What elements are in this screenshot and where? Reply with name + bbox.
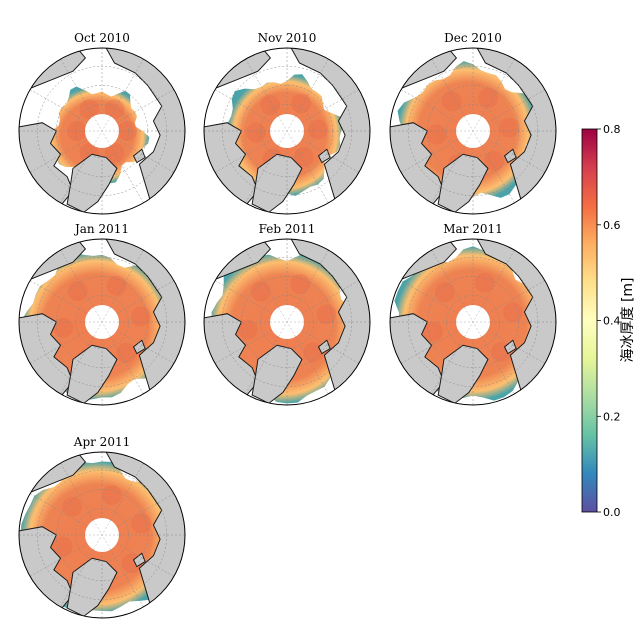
land-mass: [66, 153, 118, 213]
land-mass: [437, 153, 489, 213]
land-mass: [503, 148, 517, 164]
colorbar-tick-label: 0.2: [603, 410, 621, 423]
land-mass: [290, 239, 370, 398]
colorbar-ticks: 0.0 0.2 0.4 0.6 0.8: [597, 123, 621, 519]
panel-title: Apr 2011: [73, 435, 130, 449]
colorbar-label: 海冰厚度 [m]: [620, 277, 636, 362]
panel-title: Oct 2010: [74, 31, 130, 45]
graticule: [19, 48, 185, 214]
graticule: [204, 48, 370, 214]
map-frame: [389, 47, 557, 215]
panel-title: Feb 2011: [259, 222, 316, 236]
land-mass: [437, 344, 489, 404]
map-panel: Dec 2010: [389, 31, 557, 215]
graticule: [390, 48, 556, 214]
graticule: [204, 239, 370, 405]
land-mass: [476, 239, 556, 398]
land-mass: [66, 557, 118, 617]
land-mass: [251, 344, 303, 404]
land-mass: [317, 339, 331, 355]
land-mass: [66, 344, 118, 404]
map-frame: [389, 238, 557, 406]
colorbar: 0.0 0.2 0.4 0.6 0.8 海冰厚度 [m]: [581, 123, 636, 519]
panel-title: Dec 2010: [444, 31, 502, 45]
map-panel: Apr 2011: [18, 435, 186, 619]
colorbar-tick-label: 0.6: [603, 219, 621, 232]
panel-title: Nov 2010: [258, 31, 317, 45]
map-frame: [203, 47, 371, 215]
land-mass: [105, 452, 185, 611]
land-mass: [132, 339, 146, 355]
map-panel: Jan 2011: [18, 222, 186, 406]
map-panel: Mar 2011: [389, 222, 557, 406]
land-mass: [105, 48, 185, 207]
map-frame: [203, 238, 371, 406]
land-mass: [132, 148, 146, 164]
map-frame: [18, 451, 186, 619]
colorbar-tick-label: 0.4: [603, 315, 621, 328]
map-frame: [18, 47, 186, 215]
land-mass: [251, 153, 303, 213]
map-panel: Nov 2010: [203, 31, 371, 215]
land-mass: [105, 239, 185, 398]
map-panel: Feb 2011: [203, 222, 371, 406]
colorbar-gradient: [581, 128, 598, 513]
land-mass: [476, 48, 556, 207]
land-mass: [317, 148, 331, 164]
land-mass: [290, 48, 370, 207]
graticule: [19, 452, 185, 618]
graticule: [390, 239, 556, 405]
colorbar-tick-label: 0.0: [603, 506, 621, 519]
colorbar-tick-label: 0.8: [603, 123, 621, 136]
panel-title: Jan 2011: [73, 222, 129, 236]
map-frame: [18, 238, 186, 406]
map-panels: Oct 2010 Nov 2010 Dec 2010 Jan 2011 Feb 2011…: [18, 31, 557, 619]
land-mass: [503, 339, 517, 355]
panel-title: Mar 2011: [443, 222, 503, 236]
land-mass: [132, 552, 146, 568]
graticule: [19, 239, 185, 405]
map-panel: Oct 2010: [18, 31, 186, 215]
